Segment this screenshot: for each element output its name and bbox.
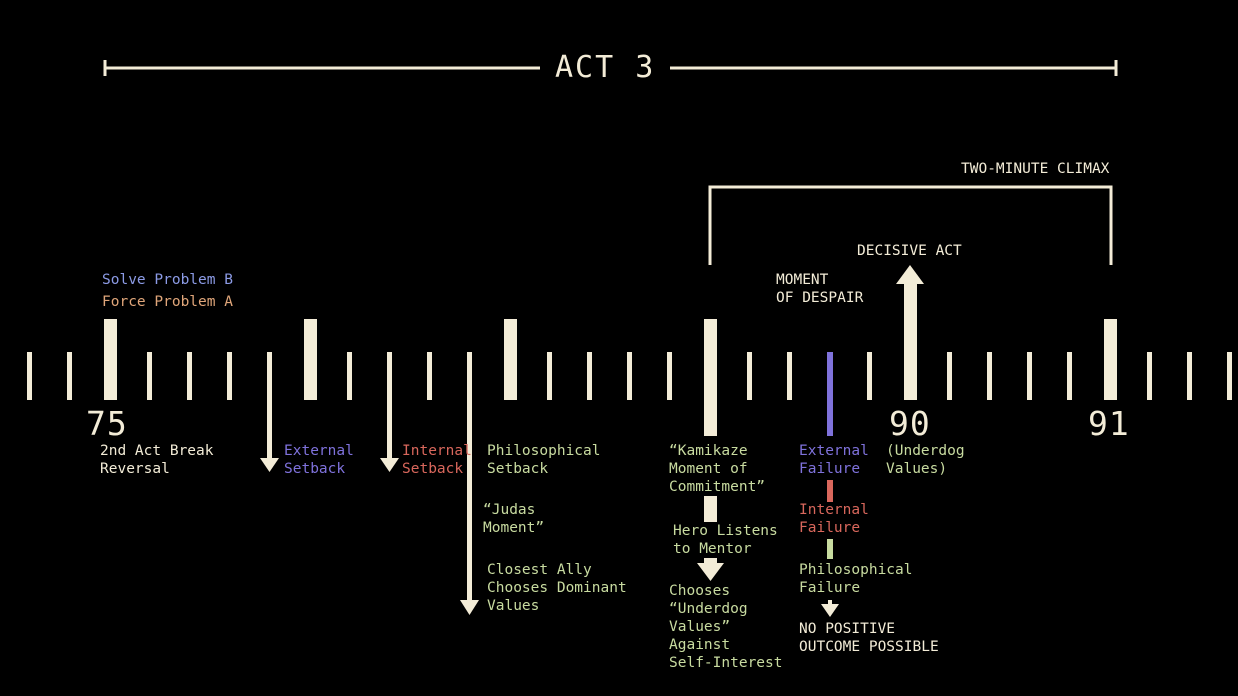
tick <box>1067 352 1072 400</box>
tick <box>947 352 952 400</box>
kamikaze-column <box>697 319 724 581</box>
act-break-reversal-label: 2nd Act Break Reversal <box>100 443 214 477</box>
kamikaze-connector <box>704 496 717 522</box>
chooses-underdog-label: Chooses “Underdog Values” Against Self-I… <box>669 583 783 671</box>
kamikaze-moment-label: “Kamikaze Moment of Commitment” <box>669 443 766 495</box>
failure-down-arrow <box>821 604 839 617</box>
external-failure-label: External Failure <box>799 443 869 477</box>
philosophical-failure-label: Philosophical Failure <box>799 562 913 596</box>
moment-of-despair-label: MOMENT OF DESPAIR <box>776 272 864 306</box>
underdog-values-label: (Underdog Values) <box>886 443 965 477</box>
tick <box>147 352 152 400</box>
decisive-act-arrow <box>896 265 924 400</box>
tick <box>67 352 72 400</box>
timeline-number-91: 91 <box>1088 404 1130 443</box>
judas-moment-label: “Judas Moment” <box>483 502 545 536</box>
tick <box>1027 352 1032 400</box>
tick-major <box>504 319 517 400</box>
internal-setback-label: Internal Setback <box>402 443 472 477</box>
tick <box>747 352 752 400</box>
hero-listens-label: Hero Listens to Mentor <box>673 523 778 557</box>
timeline-number-90: 90 <box>889 404 931 443</box>
tick-major <box>304 319 317 400</box>
tick <box>1227 352 1232 400</box>
tick <box>787 352 792 400</box>
timeline-number-75: 75 <box>86 404 128 443</box>
closest-ally-label: Closest Ally Chooses Dominant Values <box>487 562 627 614</box>
solve-problem-b-label: Solve Problem B <box>102 272 233 288</box>
tick <box>1187 352 1192 400</box>
tick <box>1147 352 1152 400</box>
failure-arrow-stem <box>828 600 832 605</box>
tick <box>427 352 432 400</box>
tick-major-91 <box>1104 319 1117 400</box>
kamikaze-bar <box>704 319 717 436</box>
philosophical-failure-bar <box>827 539 833 559</box>
kamikaze-down-arrow <box>697 563 724 581</box>
external-setback-label: External Setback <box>284 443 354 477</box>
force-problem-a-label: Force Problem A <box>102 294 233 310</box>
internal-setback-arrow <box>380 352 399 472</box>
act-title: ACT 3 <box>555 50 656 85</box>
decisive-act-label: DECISIVE ACT <box>857 243 962 259</box>
tick <box>867 352 872 400</box>
decisive-arrow-shaft <box>904 283 917 400</box>
tick <box>227 352 232 400</box>
act-span-line <box>103 60 1118 76</box>
tick <box>667 352 672 400</box>
no-positive-outcome-label: NO POSITIVE OUTCOME POSSIBLE <box>799 621 939 655</box>
philosophical-setback-arrow <box>460 352 479 615</box>
tick <box>627 352 632 400</box>
kamikaze-arrow-stem <box>704 558 717 564</box>
tick <box>187 352 192 400</box>
external-setback-arrow <box>260 352 279 472</box>
failure-column <box>821 352 839 617</box>
philosophical-setback-label: Philosophical Setback <box>487 443 601 477</box>
tick <box>587 352 592 400</box>
tick <box>987 352 992 400</box>
tick-major-75 <box>104 319 117 400</box>
climax-title: TWO-MINUTE CLIMAX <box>961 161 1110 177</box>
decisive-arrow-head <box>896 265 924 284</box>
tick <box>547 352 552 400</box>
tick <box>347 352 352 400</box>
internal-failure-label: Internal Failure <box>799 502 869 536</box>
timeline-ticks <box>27 319 1232 400</box>
external-failure-bar <box>827 352 833 436</box>
internal-failure-bar <box>827 480 833 502</box>
tick <box>27 352 32 400</box>
climax-bracket <box>708 185 1113 265</box>
